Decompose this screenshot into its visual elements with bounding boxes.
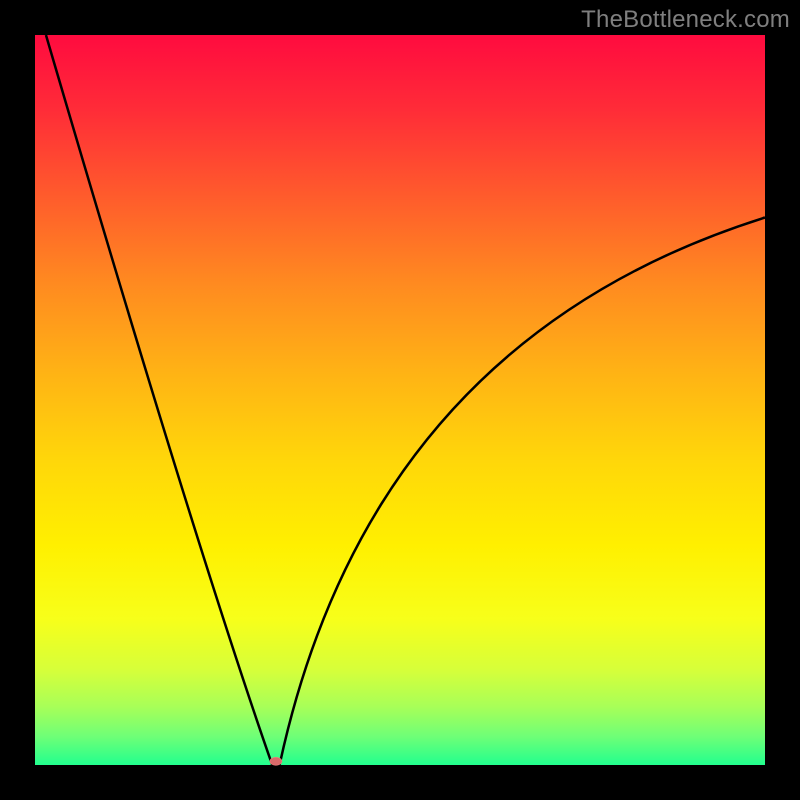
watermark-text: TheBottleneck.com <box>581 6 790 34</box>
bottleneck-chart <box>0 0 800 800</box>
optimal-marker <box>270 757 282 765</box>
plot-background <box>35 35 765 765</box>
